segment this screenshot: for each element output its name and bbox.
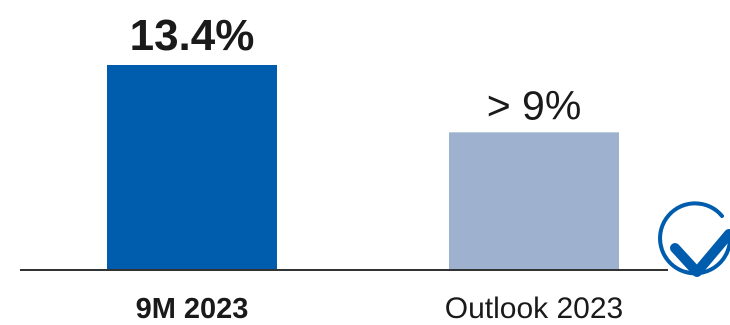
labels-layer: 13.4% 9M 2023 > 9% Outlook 2023 [130,11,624,325]
bar-1 [449,132,619,270]
value-label-0: 13.4% [130,11,255,60]
bars-layer [107,65,619,270]
category-label-0: 9M 2023 [136,293,249,325]
category-label-1: Outlook 2023 [445,292,623,325]
value-label-1: > 9% [487,82,582,128]
bar-0 [107,65,277,270]
checkmark-circle-icon [658,201,730,277]
